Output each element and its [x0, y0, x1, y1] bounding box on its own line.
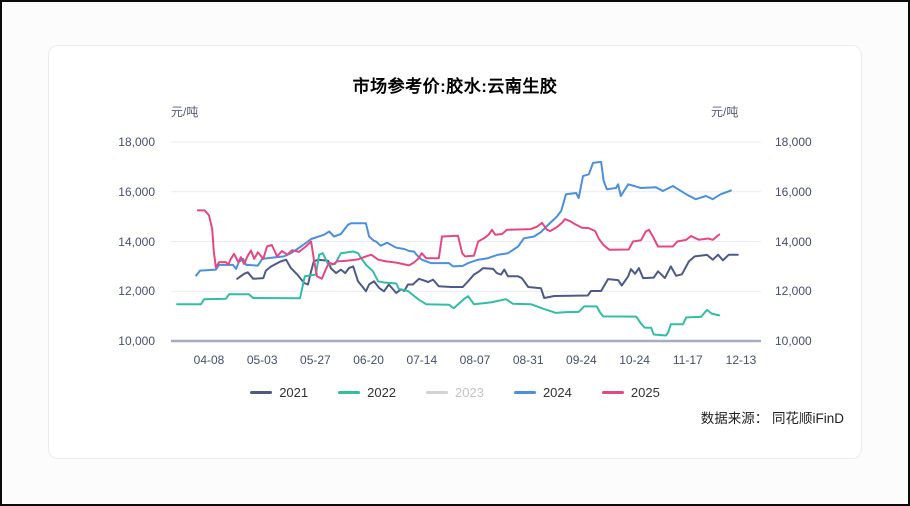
x-tick-label: 06-20 [353, 353, 384, 367]
x-tick-label: 05-27 [300, 353, 331, 367]
y-tick-label: 14,000 [118, 234, 155, 249]
series-line-2022 [176, 250, 721, 337]
y-tick-label: 16,000 [775, 184, 812, 199]
x-tick-label: 05-03 [246, 353, 278, 367]
legend-item-2023[interactable]: 2023 [426, 385, 484, 400]
legend-swatch-2021 [250, 391, 273, 394]
legend-label: 2025 [630, 385, 660, 400]
y-tick-label: 12,000 [775, 284, 812, 299]
y-axis-unit-right: 元/吨 [711, 105, 739, 119]
x-tick-label: 09-24 [566, 353, 597, 367]
y-tick-label: 18,000 [775, 135, 812, 149]
x-tick-label: 10-24 [619, 353, 650, 367]
legend-swatch-2024 [513, 391, 536, 394]
chart-title: 市场参考价:胶水:云南生胶 [352, 77, 558, 96]
legend-label: 2021 [279, 385, 309, 400]
x-tick-label: 04-08 [193, 353, 225, 367]
legend-item-2025[interactable]: 2025 [601, 385, 660, 400]
y-axis-unit-left: 元/吨 [171, 105, 199, 119]
x-tick-label: 12-13 [725, 353, 757, 367]
y-tick-label: 10,000 [118, 334, 155, 348]
data-source-label: 数据来源： 同花顺iFinD [700, 411, 844, 426]
legend-swatch-2025 [601, 391, 624, 394]
plot-area [171, 141, 761, 343]
legend-label: 2023 [455, 385, 484, 400]
legend-item-2024[interactable]: 2024 [513, 385, 572, 400]
legend-item-2021[interactable]: 2021 [250, 385, 308, 400]
legend-label: 2024 [542, 385, 572, 400]
y-tick-label: 18,000 [118, 135, 155, 149]
series-line-2024 [195, 160, 732, 277]
y-tick-label: 16,000 [118, 184, 155, 199]
x-tick-label: 08-07 [459, 353, 491, 367]
chart-panel: 市场参考价:胶水:云南生胶 元/吨 元/吨 10,000 12,000 14,000… [48, 45, 862, 459]
x-tick-label: 08-31 [512, 353, 544, 367]
y-tick-label: 10,000 [775, 334, 812, 348]
legend-swatch-2023 [426, 391, 449, 394]
series-line-2025 [196, 209, 721, 280]
y-tick-label: 14,000 [775, 234, 812, 249]
legend: 2021 2022 2023 2024 2025 [49, 385, 861, 400]
legend-swatch-2022 [338, 391, 361, 394]
x-tick-label: 11-17 [672, 353, 703, 367]
legend-item-2022[interactable]: 2022 [338, 385, 396, 400]
y-tick-label: 12,000 [118, 284, 155, 299]
legend-label: 2022 [367, 385, 397, 400]
x-tick-label: 07-14 [406, 353, 438, 367]
